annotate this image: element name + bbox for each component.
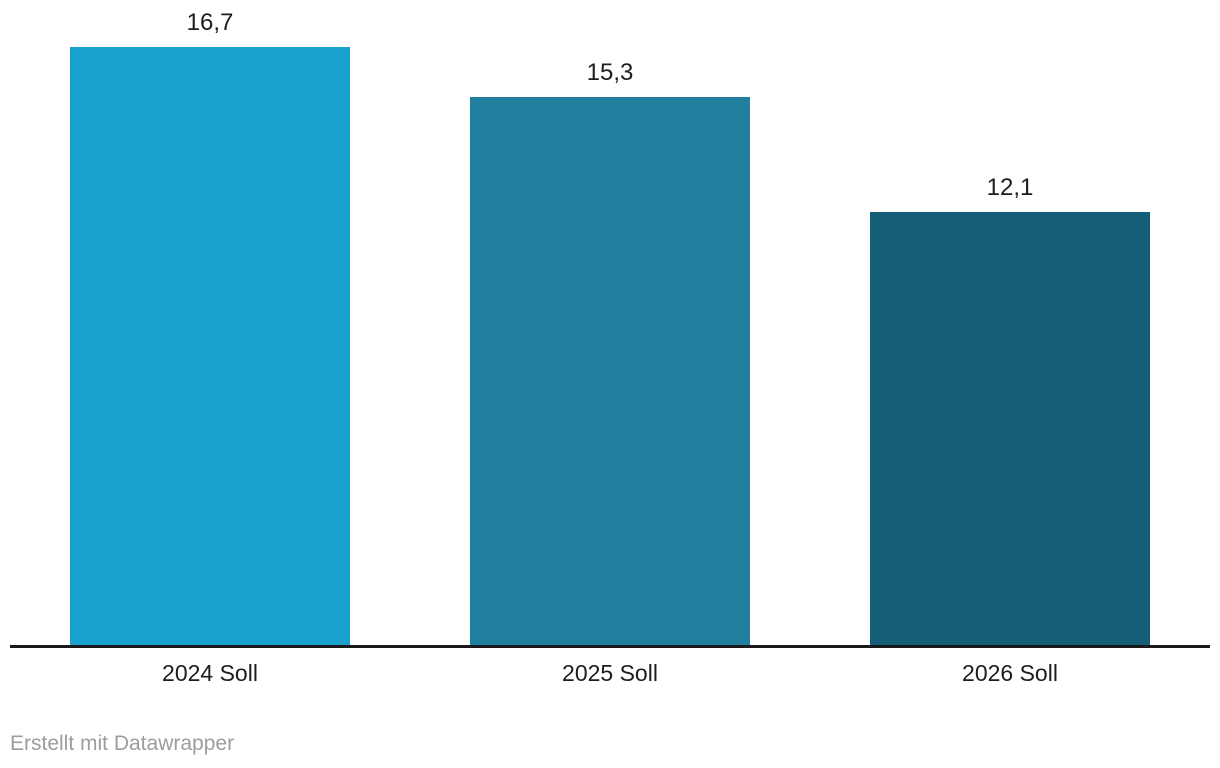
value-label: 12,1: [986, 174, 1034, 201]
bar-2026-soll[interactable]: [870, 212, 1150, 645]
value-label: 16,7: [186, 9, 234, 36]
x-axis-label-2025-soll: 2025 Soll: [562, 660, 658, 686]
attribution-text: Erstellt mit Datawrapper: [10, 732, 235, 755]
value-label: 15,3: [586, 59, 634, 86]
plot-area: 16,7 15,3 12,1: [70, 9, 1150, 645]
x-axis-label-2024-soll: 2024 Soll: [162, 660, 258, 686]
x-axis-labels: 2024 Soll 2025 Soll 2026 Soll: [0, 658, 1220, 688]
x-axis-line: [10, 645, 1210, 648]
x-axis-label-2026-soll: 2026 Soll: [962, 660, 1058, 686]
bar-2024-soll[interactable]: [70, 47, 350, 645]
bar-2025-soll[interactable]: [470, 97, 750, 645]
